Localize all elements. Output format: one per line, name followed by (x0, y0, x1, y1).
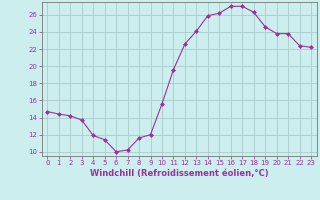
X-axis label: Windchill (Refroidissement éolien,°C): Windchill (Refroidissement éolien,°C) (90, 169, 268, 178)
